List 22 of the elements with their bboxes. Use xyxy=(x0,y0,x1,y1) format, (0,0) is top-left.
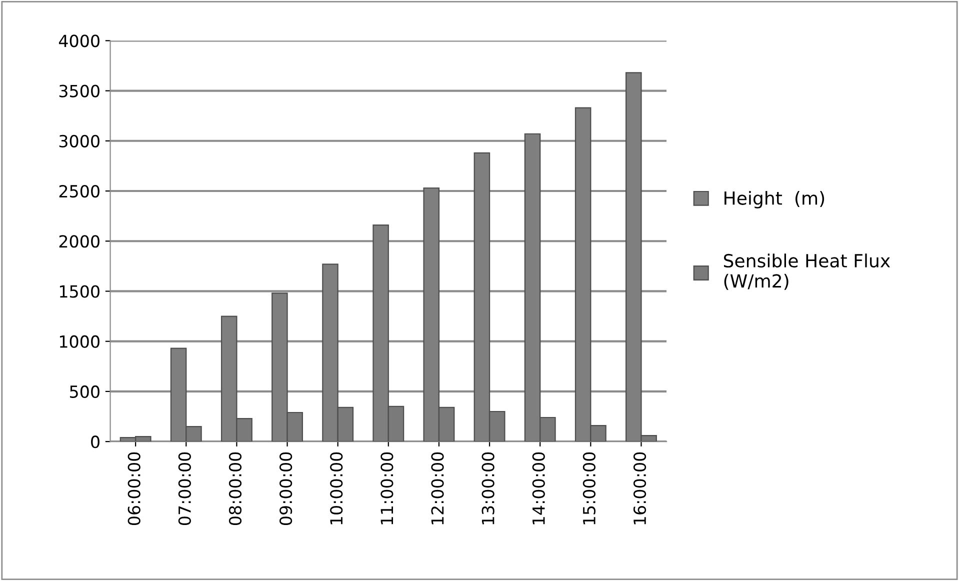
x-tick-label: 08:00:00 xyxy=(228,452,242,526)
y-tick-label: 3500 xyxy=(59,84,100,98)
y-tick-label: 500 xyxy=(70,385,100,398)
y-tick-label: 2500 xyxy=(59,184,100,198)
x-tick-label: 16:00:00 xyxy=(633,452,646,524)
y-tick-label: 3000 xyxy=(59,134,100,148)
y-tick-label: 1500 xyxy=(60,285,100,298)
x-tick-label: 06:00:00 xyxy=(128,452,140,526)
y-tick-label: 4000 xyxy=(58,34,100,48)
y-tick-label: 2000 xyxy=(59,235,100,248)
y-tick-label: 0 xyxy=(91,436,100,448)
y-tick-label: 1000 xyxy=(60,335,100,348)
x-tick-label: 10:00:00 xyxy=(330,452,343,524)
legend-label: Height (m) xyxy=(724,190,824,208)
x-tick-label: 15:00:00 xyxy=(582,452,596,524)
x-tick-label: 13:00:00 xyxy=(482,452,494,524)
x-tick-label: 11:00:00 xyxy=(380,452,394,524)
x-tick-label: 14:00:00 xyxy=(532,452,545,524)
legend-label: Sensible Heat Flux (W/m2) xyxy=(724,254,890,290)
x-tick-label: 07:00:00 xyxy=(178,452,191,526)
x-tick-label: 12:00:00 xyxy=(431,452,444,524)
x-tick-label: 09:00:00 xyxy=(279,452,292,526)
